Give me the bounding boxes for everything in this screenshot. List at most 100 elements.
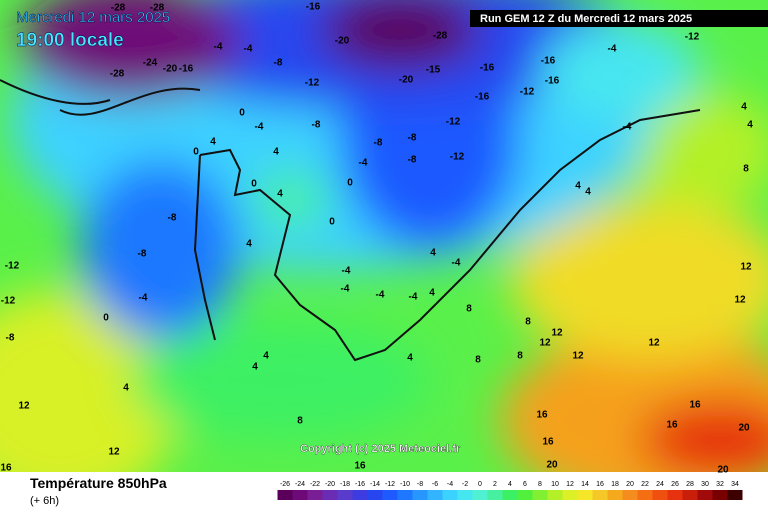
legend-swatch [337,490,353,500]
contour-label: 0 [103,313,109,324]
legend-tick-label: 14 [581,481,589,488]
contour-label: 4 [429,288,435,299]
contour-label: 8 [466,304,472,315]
contour-label: 4 [741,102,747,113]
contour-label: 12 [572,351,584,362]
legend-swatch [277,490,293,500]
legend-swatch [622,490,638,500]
legend-tick-label: 26 [671,481,679,488]
contour-label: 4 [575,181,581,192]
contour-label: 4 [273,147,279,158]
legend-tick-label: -20 [325,481,335,488]
legend-tick-label: -26 [280,481,290,488]
contour-label: 16 [689,400,701,411]
contour-label: -8 [6,333,15,344]
contour-label: 12 [734,295,746,306]
contour-label: -4 [214,42,223,53]
contour-label: -4 [342,266,351,277]
legend-tick-label: 8 [538,481,542,488]
legend-subtitle: (+ 6h) [30,495,59,507]
contour-label: -28 [110,69,125,80]
contour-label: 4 [430,248,436,259]
contour-label: -28 [433,31,448,42]
contour-label: 12 [740,262,752,273]
contour-label: -12 [520,87,535,98]
contour-label: 16 [354,461,366,472]
legend-swatch [517,490,533,500]
contour-label: -4 [623,122,632,133]
contour-label: 12 [551,328,563,339]
contour-label: -8 [168,213,177,224]
run-box [470,10,768,27]
contour-label: -8 [312,120,321,131]
contour-label: -16 [545,76,560,87]
legend-tick-label: 2 [493,481,497,488]
legend-title: Température 850hPa [30,475,167,491]
legend-tick-label: 6 [523,481,527,488]
contour-label: -4 [376,290,385,301]
contour-label: -8 [138,249,147,260]
contour-label: 8 [743,164,749,175]
contour-label: 20 [738,423,750,434]
contour-label: 8 [475,355,481,366]
legend-tick-label: 32 [716,481,724,488]
contour-label: 12 [648,338,660,349]
contour-label: 8 [297,416,303,427]
legend-swatch [292,490,308,500]
contour-label: -28 [150,3,165,14]
contour-label: 20 [546,460,558,471]
contour-label: 20 [717,465,729,476]
legend-tick-label: 12 [566,481,574,488]
contour-label: 4 [210,137,216,148]
time: 19:00 locale [16,30,124,51]
legend-swatch [607,490,623,500]
legend-tick-label: 22 [641,481,649,488]
contour-label: -20 [399,75,414,86]
legend-tick-label: -10 [400,481,410,488]
contour-label: -28 [111,3,126,14]
legend-swatch [667,490,683,500]
legend-swatch [697,490,713,500]
legend-tick-label: 16 [596,481,604,488]
contour-label: 8 [517,351,523,362]
legend-tick-label: 20 [626,481,634,488]
contour-label: -8 [408,133,417,144]
legend-swatch [322,490,338,500]
contour-label: -4 [244,44,253,55]
contour-label: -8 [374,138,383,149]
legend-tick-label: 24 [656,481,664,488]
contour-label: -12 [1,296,16,307]
legend-swatch [592,490,608,500]
legend-tick-label: -2 [462,481,468,488]
contour-label: 0 [193,147,199,158]
legend-tick-label: 28 [686,481,694,488]
legend-tick-label: 0 [478,481,482,488]
legend-swatch [352,490,368,500]
contour-label: -16 [475,92,490,103]
contour-label: -4 [409,292,418,303]
contour-label: -4 [341,284,350,295]
contour-label: -16 [179,64,194,75]
contour-label: -12 [5,261,20,272]
legend-swatch [307,490,323,500]
legend-swatch [397,490,413,500]
legend-swatch [712,490,728,500]
legend-swatch [427,490,443,500]
legend-swatch [367,490,383,500]
legend-swatch [562,490,578,500]
legend-tick-label: -16 [355,481,365,488]
contour-label: -8 [274,58,283,69]
contour-label: -4 [255,122,264,133]
contour-label: 8 [525,317,531,328]
legend-swatch [532,490,548,500]
legend-swatch [577,490,593,500]
date: Mercredi 12 mars 2025 [16,9,170,26]
contour-label: 0 [239,108,245,119]
contour-label: -4 [359,158,368,169]
legend-tick-label: 18 [611,481,619,488]
legend-swatch [727,490,743,500]
contour-label: 0 [347,178,353,189]
contour-label: -24 [143,58,158,69]
